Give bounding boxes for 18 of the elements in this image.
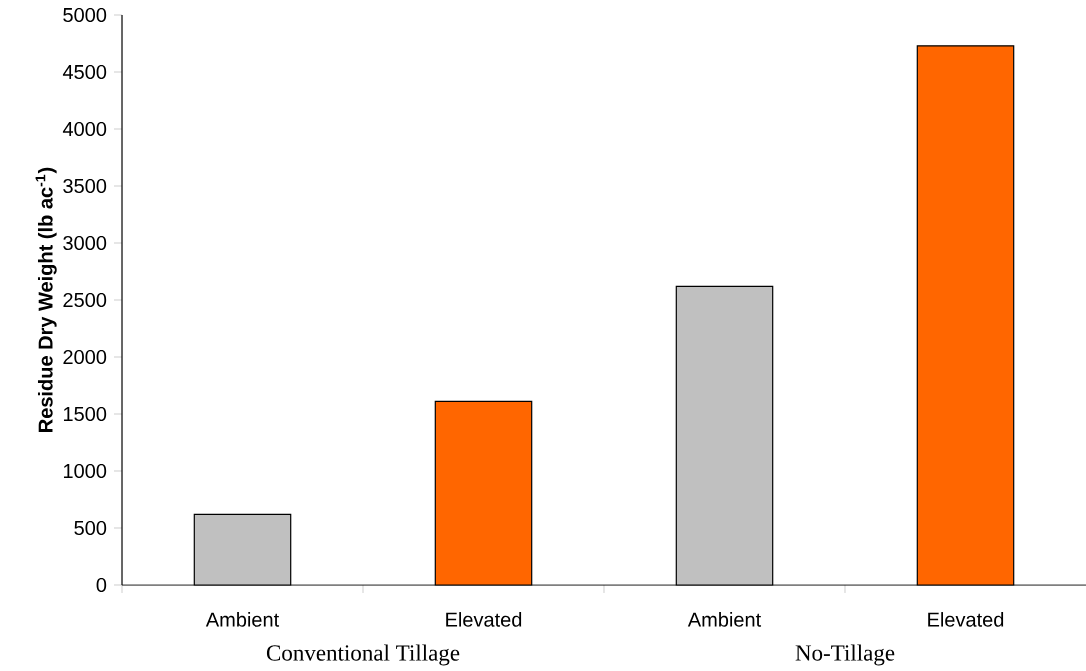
y-tick-label: 1500 xyxy=(63,406,107,422)
x-tick-label: Ambient xyxy=(205,612,280,627)
x-tick-label: Elevated xyxy=(928,612,1004,627)
y-tick-label: 3000 xyxy=(63,235,107,251)
x-tick-label: Ambient xyxy=(687,612,762,627)
text: Conventional Tillage xyxy=(266,644,460,666)
y-tick-label: 500 xyxy=(74,520,107,536)
y-tick-label: 3500 xyxy=(63,178,107,194)
y-tick-label: 4000 xyxy=(62,121,107,137)
y-axis-title: Residue Dry Weight (lb ac$^{-1}$) xyxy=(35,167,57,432)
y-tick-label: 0 xyxy=(96,577,107,593)
y-tick-label: 2000 xyxy=(63,349,107,365)
y-tick-label: 1000 xyxy=(63,463,107,479)
y-tick-label: 5000 xyxy=(63,7,107,23)
text: No-Tillage xyxy=(795,644,895,666)
y-tick-label: 2500 xyxy=(63,292,107,308)
x-tick-label: Elevated xyxy=(446,612,522,627)
y-tick-label: 4500 xyxy=(62,64,107,80)
